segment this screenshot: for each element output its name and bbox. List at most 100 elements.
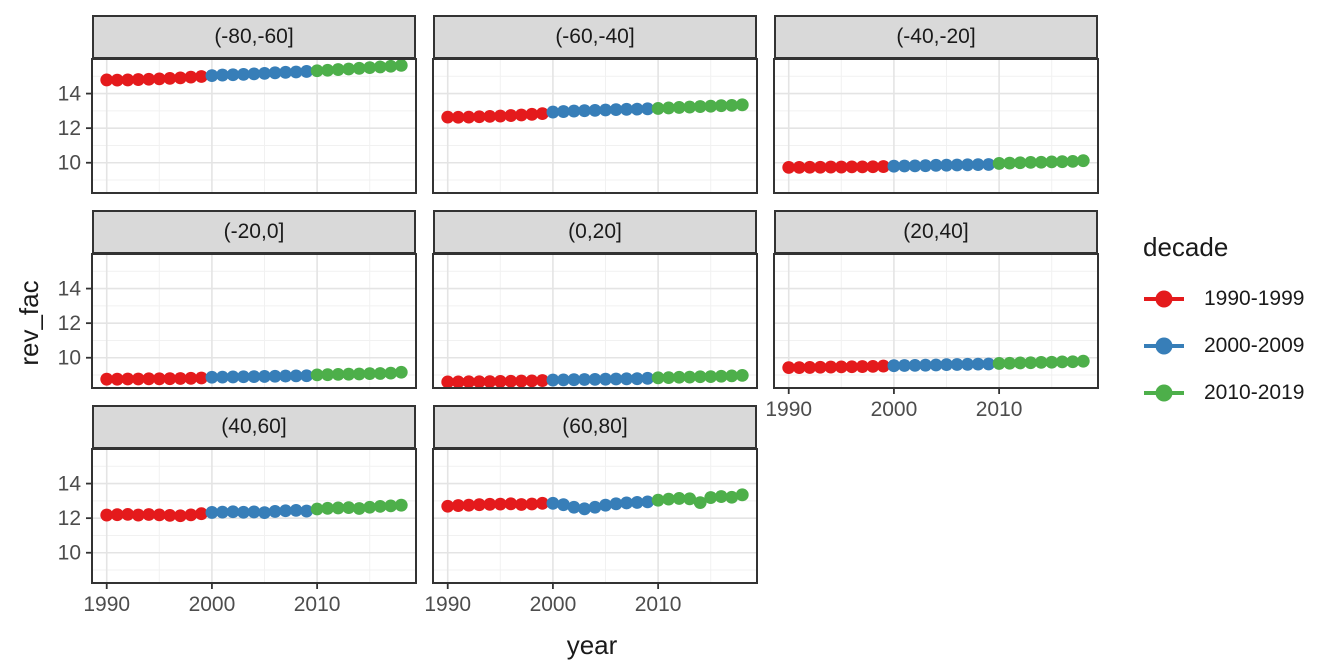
x-axis-title: year <box>566 630 618 660</box>
data-point <box>342 501 356 515</box>
data-point <box>609 497 623 511</box>
data-point <box>504 109 518 122</box>
facet-strip-label: (60,80] <box>433 405 757 449</box>
data-point <box>373 60 387 74</box>
data-point <box>704 99 718 113</box>
data-point <box>651 493 665 507</box>
data-point <box>216 370 229 384</box>
data-point <box>641 371 654 385</box>
data-point <box>100 372 114 386</box>
data-point <box>588 500 602 514</box>
data-point <box>394 58 408 72</box>
data-point <box>462 375 476 389</box>
facet-panel: (-40,-20] <box>773 15 1099 194</box>
data-point <box>525 107 539 121</box>
data-point <box>1055 355 1069 369</box>
data-point <box>363 61 377 75</box>
data-point <box>578 104 591 118</box>
data-point <box>384 499 398 513</box>
data-point <box>536 374 549 387</box>
data-point <box>982 158 995 171</box>
data-point <box>630 496 644 509</box>
data-point <box>110 73 124 87</box>
y-tick-label: 12 <box>58 117 81 140</box>
data-point <box>493 497 507 511</box>
data-point <box>1013 356 1027 370</box>
data-point <box>451 110 465 124</box>
data-point <box>451 499 465 512</box>
data-point <box>247 370 261 383</box>
data-point <box>546 496 560 510</box>
data-point <box>226 505 240 519</box>
data-point <box>971 357 985 371</box>
data-point <box>384 59 398 73</box>
data-point <box>672 370 686 384</box>
data-point <box>268 369 282 383</box>
data-point <box>714 490 728 503</box>
legend-key-icon <box>1144 290 1184 307</box>
data-point <box>441 110 455 124</box>
data-point <box>792 361 806 374</box>
legend-key-icon <box>1144 384 1184 401</box>
data-point <box>289 503 303 517</box>
data-point <box>384 366 398 380</box>
data-point <box>441 375 455 389</box>
data-point <box>672 492 686 505</box>
data-point <box>546 373 560 387</box>
data-point <box>672 101 686 114</box>
y-tick-label: 10 <box>58 347 81 370</box>
data-point <box>216 505 229 519</box>
data-point <box>493 109 507 123</box>
data-point <box>321 63 335 77</box>
data-point <box>352 502 366 515</box>
data-point <box>693 370 707 384</box>
facet-plot-area: 10 12 14 <box>58 58 417 194</box>
data-point <box>782 361 796 374</box>
data-point <box>567 373 581 387</box>
data-point <box>1045 155 1059 169</box>
data-point <box>887 359 901 373</box>
data-point <box>735 488 749 502</box>
data-point <box>373 367 387 380</box>
data-point <box>662 492 676 506</box>
facet-strip-label: (-40,-20] <box>774 15 1098 59</box>
data-point <box>226 68 240 82</box>
data-point <box>142 372 156 386</box>
data-point <box>567 500 581 514</box>
data-point <box>824 360 838 374</box>
data-point <box>929 358 943 372</box>
data-point <box>919 159 932 173</box>
data-point <box>950 158 964 172</box>
data-point <box>205 370 219 384</box>
data-point <box>683 100 697 114</box>
data-point <box>373 500 387 513</box>
data-point <box>557 498 570 512</box>
data-point <box>1076 154 1090 168</box>
data-point <box>866 160 880 174</box>
data-point <box>493 375 507 388</box>
data-point <box>121 507 135 521</box>
legend-key-icon <box>1144 337 1184 354</box>
data-point <box>1066 355 1080 369</box>
data-point <box>310 64 324 78</box>
data-point <box>567 104 581 118</box>
data-point <box>599 498 612 512</box>
data-point <box>394 498 408 512</box>
data-point <box>1055 155 1069 169</box>
facet-strip-label: (-80,-60] <box>92 15 416 59</box>
data-point <box>578 373 591 386</box>
facet-plot-area: 10 12 14 <box>58 253 417 389</box>
legend-item: 1990-1999 <box>1143 275 1343 322</box>
data-point <box>441 499 455 513</box>
data-point <box>961 357 974 371</box>
data-point <box>100 508 114 522</box>
legend-item: 2000-2009 <box>1143 322 1343 369</box>
data-point <box>205 506 219 519</box>
data-point <box>588 372 602 386</box>
data-point <box>131 372 145 386</box>
data-point <box>813 360 827 374</box>
data-point <box>504 497 518 511</box>
facet-strip-label: (-20,0] <box>92 210 416 254</box>
data-point <box>163 372 177 386</box>
x-tick-label: 2000 <box>189 593 236 616</box>
